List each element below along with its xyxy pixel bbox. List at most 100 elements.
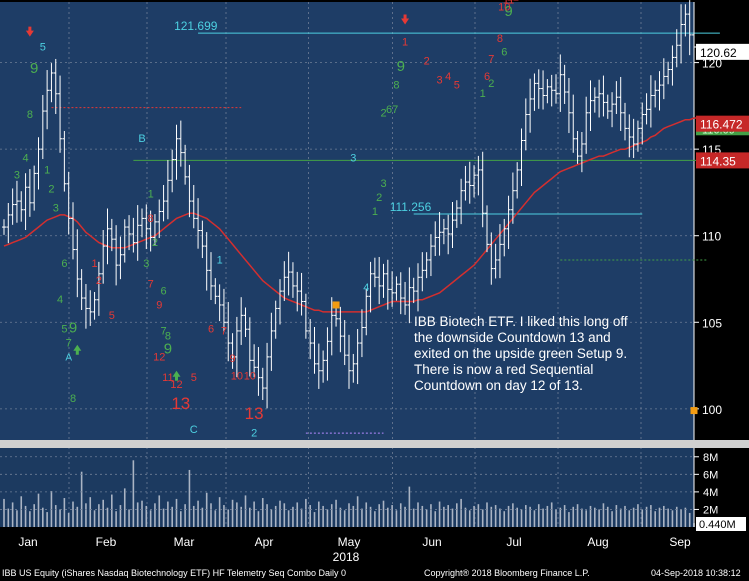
sequential-count-label: 11 <box>162 372 173 384</box>
sequential-count-label: 9 <box>156 299 162 311</box>
sequential-count-label: 9 <box>69 320 77 337</box>
y-tick-label: 120 <box>702 57 722 71</box>
volume-tick-label: 6M <box>703 469 718 481</box>
footer-security: IBB US Equity (iShares Nasdaq Biotechnol… <box>2 568 346 578</box>
sequential-count-label: 12 <box>153 351 165 363</box>
sequential-count-label: 9 <box>230 353 236 365</box>
sequential-count-label: 10 <box>498 2 510 14</box>
price-label: 114.35 <box>700 154 736 168</box>
sequential-count-label: 6 <box>208 324 214 336</box>
panel-separator <box>0 440 749 448</box>
price-label-bg <box>696 43 749 60</box>
volume-last-label-bg <box>696 517 746 531</box>
sequential-count-label: 9 <box>397 58 405 75</box>
level-label: 111.256 <box>390 200 432 214</box>
sequential-count-label: 10 <box>244 370 256 382</box>
volume-tick-label: 4M <box>703 487 718 499</box>
sequential-count-label: B <box>138 133 145 145</box>
price-chart: Jan Feb Mar Apr May Jun Jul Aug Sep2018100105110… <box>0 0 749 566</box>
sequential-count-label: 5 <box>40 41 46 53</box>
arrow-down-icon <box>401 14 410 25</box>
sequential-count-label: 2 <box>251 428 257 440</box>
sequential-count-label: 7 <box>221 325 227 337</box>
arrow-up-icon <box>73 344 82 355</box>
x-tick-label: Jan <box>18 535 37 549</box>
sequential-count-label: 5 <box>454 80 460 92</box>
sequential-count-label: 8 <box>27 109 33 121</box>
sequential-count-label: 3 <box>53 202 59 214</box>
sequential-count-label: 1 <box>372 206 378 218</box>
volume-tick-label: 8M <box>703 452 718 464</box>
sequential-count-label: 12 <box>507 0 519 3</box>
x-tick-label: Aug <box>587 535 608 549</box>
sequential-count-label: 7 <box>161 325 167 337</box>
sequential-count-label: 2 <box>152 237 158 249</box>
sequential-count-label: 8 <box>148 213 154 225</box>
sequential-count-label: 3 <box>143 258 149 270</box>
y-tick-label: 100 <box>702 403 722 417</box>
sequential-count-label: 2 <box>48 183 54 195</box>
sequential-count-label: 6 <box>161 286 167 298</box>
sequential-count-label: 8 <box>165 331 171 343</box>
arrow-up-icon <box>172 370 181 381</box>
sequential-count-label: 8 <box>497 33 503 45</box>
level-label: 121.699 <box>174 19 218 33</box>
footer-bar: IBB US Equity (iShares Nasdaq Biotechnol… <box>0 566 749 581</box>
sequential-count-label: 7 <box>66 338 72 350</box>
sequential-count-label: 5 <box>191 372 197 384</box>
sequential-count-label: 6 <box>501 47 507 59</box>
volume-last-label: 0.440M <box>699 519 736 531</box>
sequential-count-label: 4 <box>445 71 451 83</box>
x-tick-label: Apr <box>255 535 274 549</box>
sequential-count-label: A <box>65 352 72 363</box>
commentary-note: IBB Biotech ETF. I liked this long off t… <box>414 314 628 393</box>
sequential-count-label: 67 <box>386 104 398 116</box>
sequential-count-label: 5 <box>109 310 115 322</box>
price-label-bg <box>696 152 749 169</box>
signal-square-marker <box>332 301 340 309</box>
sequential-count-label: 3 <box>437 74 443 86</box>
sequential-count-label: 10 <box>231 370 243 382</box>
sequential-count-label: 4 <box>23 152 29 164</box>
sequential-count-label: 9 <box>504 3 512 20</box>
sequential-count-label: 12 <box>170 379 182 391</box>
sequential-count-label: 1 <box>217 254 223 266</box>
sequential-count-label: 8 <box>70 393 76 405</box>
volume-tick-label: 2M <box>703 504 718 516</box>
x-tick-label: Jun <box>422 535 441 549</box>
sequential-count-label: 5 <box>61 324 67 336</box>
footer-copyright: Copyright® 2018 Bloomberg Finance L.P. <box>424 568 590 578</box>
sequential-count-label: 2 <box>488 78 494 90</box>
sequential-count-label: 6 <box>61 258 67 270</box>
sequential-count-label: 7 <box>148 279 154 291</box>
sequential-count-label: 3 <box>14 170 20 182</box>
sequential-count-label: 8 <box>393 80 399 92</box>
sequential-count-label: 2 <box>96 275 102 287</box>
sequential-count-label: 13 <box>245 404 264 423</box>
sequential-count-label: 3 <box>380 178 386 190</box>
sequential-count-label: 4 <box>363 282 369 294</box>
x-year-label: 2018 <box>333 550 360 564</box>
axis-gutter <box>694 0 749 566</box>
x-tick-label: Jul <box>506 535 521 549</box>
price-panel-bg <box>0 2 694 440</box>
y-tick-label: 105 <box>702 316 722 330</box>
x-tick-label: Sep <box>669 535 691 549</box>
y-tick-label: 110 <box>702 230 721 244</box>
sequential-count-label: 13 <box>171 394 190 413</box>
sequential-count-label: 3 <box>350 152 356 164</box>
sequential-count-label: 1 <box>402 36 408 48</box>
signal-square-marker <box>690 407 698 415</box>
x-tick-label: May <box>338 535 361 549</box>
sequential-count-label: 1 <box>92 258 98 270</box>
x-tick-label: Mar <box>174 535 195 549</box>
price-label: 116.472 <box>700 118 743 132</box>
sequential-count-label: 7 <box>488 54 494 66</box>
x-tick-label: Feb <box>96 535 117 549</box>
sequential-count-label: 6 <box>484 71 490 83</box>
sequential-count-label: 2 <box>380 107 386 119</box>
sequential-count-label: 9 <box>164 340 172 357</box>
sequential-count-label: 4 <box>57 294 63 306</box>
price-label-bg <box>696 115 749 132</box>
arrow-down-icon <box>25 26 34 37</box>
